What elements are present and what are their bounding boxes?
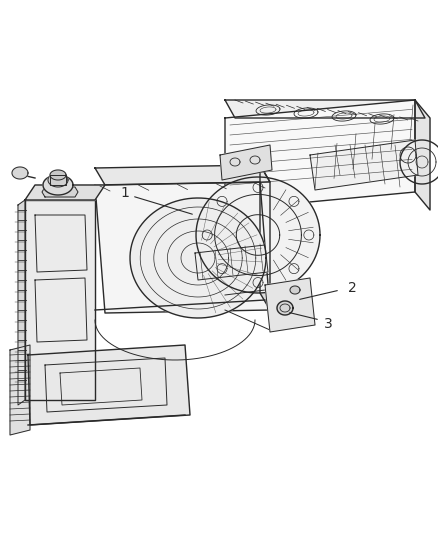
Polygon shape — [50, 175, 66, 185]
Polygon shape — [25, 200, 95, 400]
Polygon shape — [277, 301, 293, 315]
Polygon shape — [48, 173, 68, 187]
Polygon shape — [43, 175, 73, 195]
Polygon shape — [12, 167, 28, 179]
Text: 3: 3 — [324, 317, 332, 331]
Polygon shape — [42, 187, 78, 197]
Polygon shape — [265, 278, 315, 332]
Text: 2: 2 — [348, 281, 357, 295]
Text: 1: 1 — [120, 186, 130, 200]
Polygon shape — [290, 286, 300, 294]
Polygon shape — [225, 100, 425, 118]
Polygon shape — [260, 165, 270, 310]
Polygon shape — [25, 185, 105, 200]
Polygon shape — [195, 245, 268, 280]
Polygon shape — [196, 177, 320, 293]
Polygon shape — [130, 198, 266, 318]
Polygon shape — [18, 200, 25, 405]
Polygon shape — [28, 345, 190, 425]
Polygon shape — [220, 145, 272, 180]
Polygon shape — [50, 170, 66, 180]
Polygon shape — [310, 140, 418, 190]
Polygon shape — [10, 345, 30, 435]
Polygon shape — [95, 182, 270, 313]
Polygon shape — [415, 100, 430, 210]
Polygon shape — [95, 165, 270, 185]
Polygon shape — [225, 100, 415, 210]
